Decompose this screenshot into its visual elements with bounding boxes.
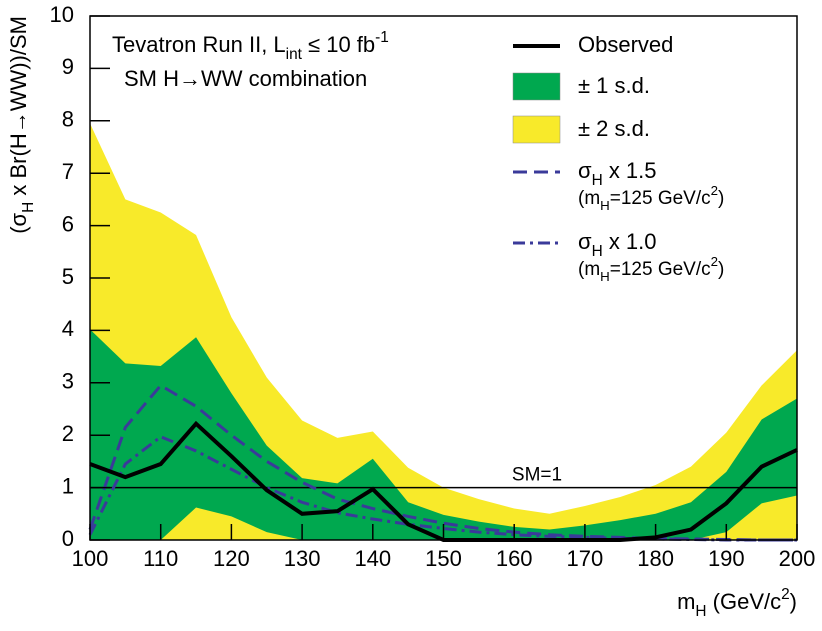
- legend-swatch: [512, 72, 561, 101]
- text-part: 2: [781, 586, 790, 603]
- text-part: ): [790, 589, 797, 614]
- x-tick-label: 100: [72, 546, 109, 571]
- text-part: (m: [578, 259, 600, 280]
- text-part: x Br(H→WW))/SM: [6, 16, 31, 202]
- series-line: [88, 383, 797, 542]
- text-part: H: [592, 172, 603, 189]
- text-part: int: [286, 46, 303, 63]
- y-axis-label: (σH x Br(H→WW))/SM: [6, 16, 37, 234]
- text-part: =125 GeV/c: [610, 188, 711, 209]
- band: [90, 123, 797, 541]
- y-tick-label: 7: [62, 159, 74, 184]
- text-part: SM H→WW combination: [124, 66, 367, 91]
- x-tick-label: 200: [779, 546, 816, 571]
- text-part: H: [600, 198, 610, 213]
- legend-label: Observed: [578, 32, 673, 57]
- x-tick-label: 180: [637, 546, 674, 571]
- x-tick-label: 120: [213, 546, 250, 571]
- annotation: SM H→WW combination: [124, 66, 367, 91]
- x-tick-label: 160: [496, 546, 533, 571]
- text-part: m: [677, 589, 695, 614]
- y-tick-label: 5: [62, 264, 74, 289]
- legend-label: σH x 1.0: [578, 229, 657, 260]
- text-part: Tevatron Run II, L: [112, 32, 286, 57]
- text-part: σ: [578, 229, 592, 254]
- text-part: H: [600, 269, 610, 284]
- x-tick-label: 130: [284, 546, 321, 571]
- text-part: x 1.0: [603, 229, 657, 254]
- text-part: -1: [375, 29, 389, 46]
- text-part: H: [695, 603, 706, 620]
- legend-swatch: [512, 115, 561, 144]
- text-part: ): [718, 259, 724, 280]
- x-axis-label: mH (GeV/c2): [677, 586, 797, 620]
- text-part: =125 GeV/c: [610, 259, 711, 280]
- y-tick-label: 9: [62, 54, 74, 79]
- legend-label: ± 2 s.d.: [578, 116, 650, 141]
- text-part: H: [20, 202, 37, 213]
- y-tick-label: 3: [62, 369, 74, 394]
- text-part: Observed: [578, 32, 673, 57]
- legend-label: σH x 1.5: [578, 158, 657, 189]
- y-tick-label: 6: [62, 211, 74, 236]
- text-part: x 1.5: [603, 158, 657, 183]
- y-tick-label: 0: [62, 526, 74, 551]
- y-tick-label: 4: [62, 316, 74, 341]
- reference-label: SM=1: [512, 465, 562, 486]
- text-part: ): [718, 188, 724, 209]
- text-part: ≤ 10 fb: [302, 32, 375, 57]
- text-part: σ: [578, 158, 592, 183]
- y-tick-label: 2: [62, 421, 74, 446]
- y-tick-label: 8: [62, 107, 74, 132]
- annotation: Tevatron Run II, Lint ≤ 10 fb-1: [112, 29, 389, 63]
- text-part: H: [592, 243, 603, 260]
- text-part: 2: [711, 183, 718, 198]
- x-tick-label: 140: [354, 546, 391, 571]
- text-part: (σ: [6, 212, 31, 233]
- legend-note: (mH=125 GeV/c2): [578, 254, 724, 284]
- text-part: (GeV/c: [707, 589, 782, 614]
- text-part: (m: [578, 188, 600, 209]
- x-tick-label: 110: [143, 546, 178, 571]
- x-tick-label: 190: [708, 546, 745, 571]
- y-tick-label: 1: [62, 473, 74, 498]
- y-tick-label: 10: [50, 2, 74, 27]
- legend-label: ± 1 s.d.: [578, 73, 650, 98]
- x-tick-label: 170: [567, 546, 604, 571]
- x-tick-label: 150: [425, 546, 462, 571]
- legend-note: (mH=125 GeV/c2): [578, 183, 724, 213]
- text-part: 2: [711, 254, 718, 269]
